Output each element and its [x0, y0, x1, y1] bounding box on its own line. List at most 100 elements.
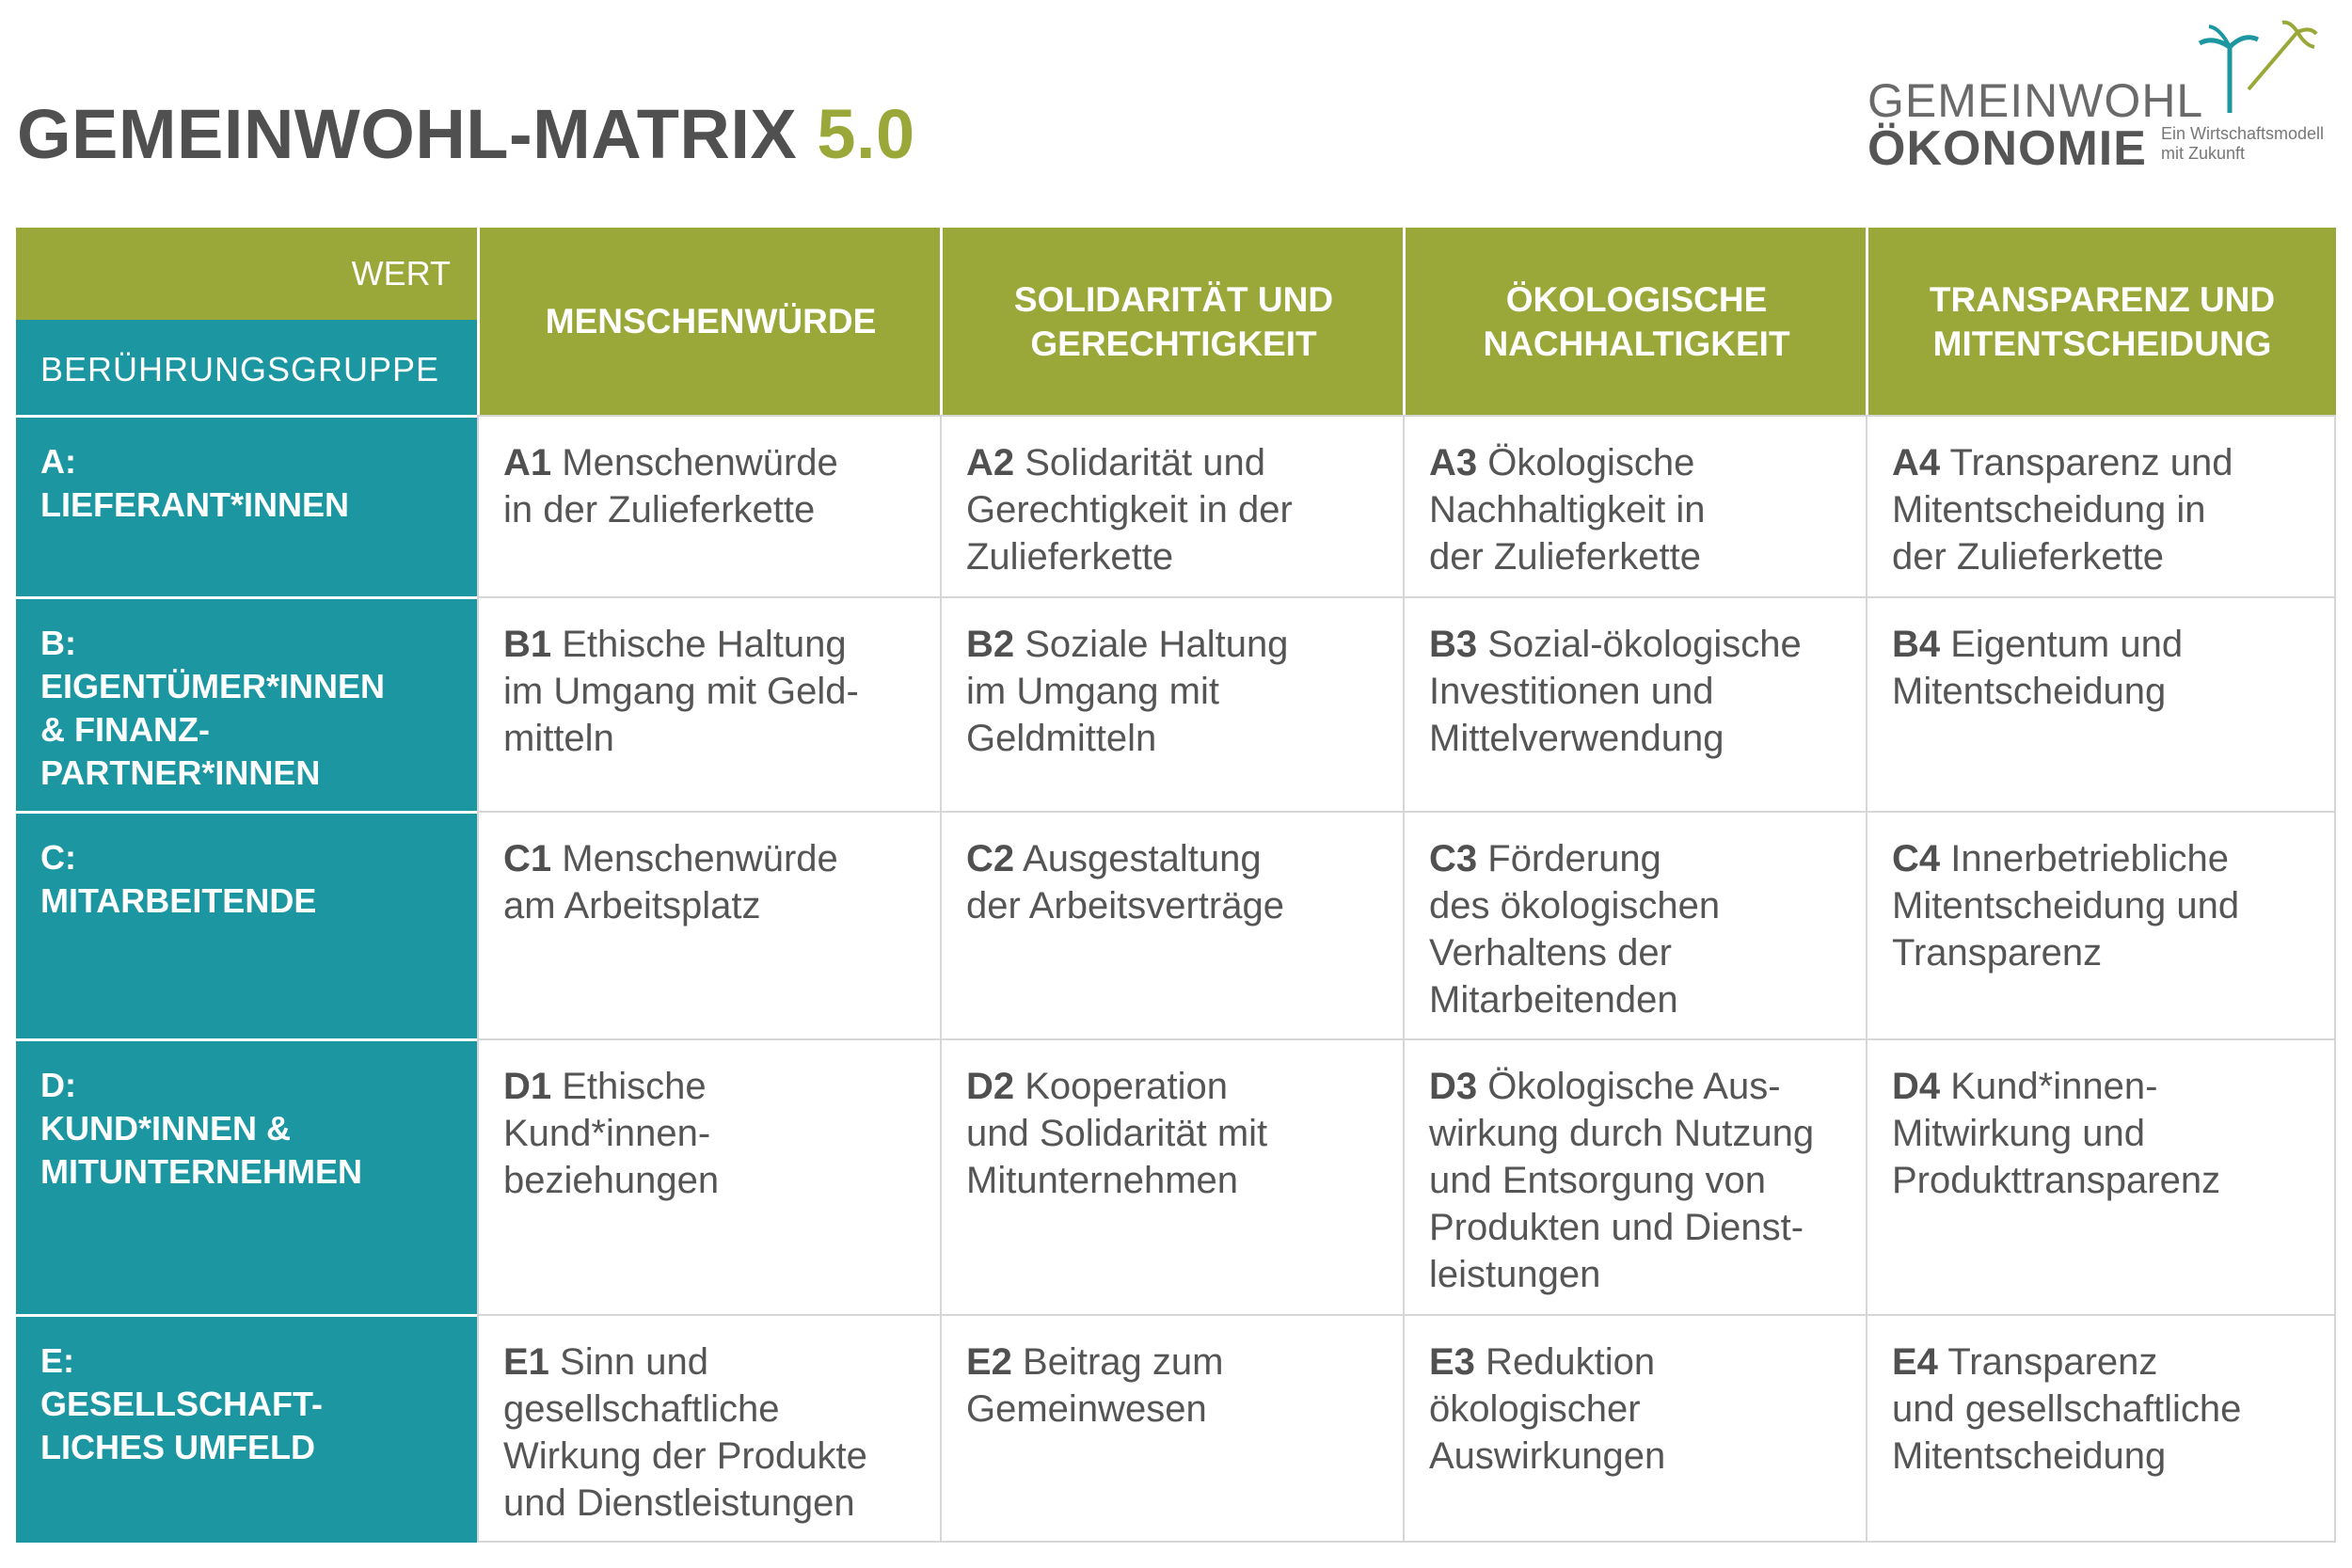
cell-text-line: leistungen: [1429, 1254, 1601, 1295]
cell-code: A1: [503, 442, 552, 483]
gwoe-logo: GEMEINWOHL ÖKONOMIE Ein Wirtschaftsmodel…: [1867, 19, 2338, 176]
matrix-cell-e4: E4 Transparenz und gesellschaftliche Miten…: [1866, 1314, 2336, 1543]
row-code: A:: [40, 442, 76, 481]
cell-code: A4: [1892, 442, 1941, 483]
cell-text-line: Gemeinwesen: [966, 1388, 1207, 1430]
cell-text-line: Gerechtigkeit in der: [966, 489, 1293, 531]
logo-line2: ÖKONOMIE: [1867, 121, 2147, 176]
title-version: 5.0: [817, 95, 915, 173]
cell-text-line: wirkung durch Nutzung: [1429, 1113, 1815, 1154]
header-value-text: SOLIDARITÄT UND GERECHTIGKEIT: [1014, 277, 1333, 366]
cell-text-line: im Umgang mit Geld-: [503, 671, 859, 712]
row-label-line: MITUNTERNEHMEN: [40, 1152, 362, 1191]
row-label-line: EIGENTÜMER*INNEN: [40, 667, 386, 705]
cell-text-line: Zulieferkette: [966, 536, 1174, 578]
cell-text-line: der Zulieferkette: [1892, 536, 2165, 578]
header-value-text: TRANSPARENZ UND MITENTSCHEIDUNG: [1930, 277, 2275, 366]
matrix-cell-d3: D3 Ökologische Aus-wirkung durch Nutzung…: [1403, 1038, 1867, 1314]
cell-text-line: Sozial-ökologische: [1477, 624, 1802, 665]
cell-text-line: Mitarbeitenden: [1429, 979, 1678, 1021]
cell-code: A3: [1429, 442, 1478, 483]
matrix-cell-d4: D4 Kund*innen- Mitwirkung und Produkttrans…: [1866, 1038, 2336, 1314]
cell-text-line: in der Zulieferkette: [503, 489, 816, 531]
row-label-line: & FINANZ-: [40, 710, 210, 749]
row-code: C:: [40, 838, 76, 877]
matrix-cell-c4: C4 Innerbetriebliche Mitentscheidung und T…: [1866, 811, 2336, 1038]
matrix-cell-e1: E1 Sinn und gesellschaftliche Wirkung der …: [477, 1314, 942, 1543]
gemeinwohl-matrix: WERT BERÜHRUNGSGRUPPE MENSCHENWÜRDE SOLID…: [16, 228, 2336, 1543]
cell-text-line: Sinn und: [548, 1341, 708, 1383]
logo-tagline2: mit Zukunft: [2161, 144, 2246, 163]
matrix-cell-a3: A3 Ökologische Nachhaltigkeit in der Zulie…: [1403, 415, 1867, 596]
matrix-cell-e2: E2 Beitrag zum Gemeinwesen: [940, 1314, 1405, 1543]
cell-text-line: Kund*innen-: [503, 1113, 711, 1154]
matrix-cell-b3: B3 Sozial-ökologische Investitionen und Mi…: [1403, 596, 1867, 811]
cell-code: C2: [966, 838, 1015, 879]
row-label-line: KUND*INNEN &: [40, 1109, 292, 1148]
cell-text-line: Mitwirkung und: [1892, 1113, 2146, 1154]
cell-text-line: Transparenz und: [1940, 442, 2233, 483]
cell-code: B2: [966, 624, 1015, 665]
header-value-line1: ÖKOLOGISCHE: [1505, 279, 1768, 319]
cell-text-line: Ethische: [551, 1066, 707, 1107]
cell-text-line: Kund*innen-: [1940, 1066, 2158, 1107]
cell-text-line: am Arbeitsplatz: [503, 885, 761, 927]
cell-text-line: und gesellschaftliche: [1892, 1388, 2242, 1430]
logo-line1: GEMEINWOHL: [1867, 74, 2204, 127]
cell-code: C3: [1429, 838, 1478, 879]
cell-text-line: Ethische Haltung: [551, 624, 847, 665]
cell-text-line: Transparenz: [1937, 1341, 2158, 1383]
cell-text-line: Ausgestaltung: [1014, 838, 1262, 879]
cell-text-line: Eigentum und: [1940, 624, 2184, 665]
cell-text-line: der Arbeitsverträge: [966, 885, 1284, 927]
header-value-2: SOLIDARITÄT UND GERECHTIGKEIT: [940, 228, 1405, 415]
cell-code: E3: [1429, 1341, 1475, 1383]
page-title: GEMEINWOHL-MATRIX 5.0: [17, 94, 915, 174]
cell-text-line: ökologischer: [1429, 1388, 1641, 1430]
cell-text-line: Auswirkungen: [1429, 1435, 1666, 1477]
header-wert: WERT: [16, 228, 477, 320]
cell-text-line: Mitentscheidung: [1892, 1435, 2167, 1477]
row-header-a: A: LIEFERANT*INNEN: [16, 415, 477, 596]
cell-code: B3: [1429, 624, 1478, 665]
header-value-line2: GERECHTIGKEIT: [1030, 324, 1317, 363]
cell-text-line: Menschenwürde: [551, 442, 838, 483]
cell-text-line: Wirkung der Produkte: [503, 1435, 867, 1477]
cell-text-line: Mitunternehmen: [966, 1160, 1239, 1201]
cell-code: C4: [1892, 838, 1941, 879]
header-value-line2: MITENTSCHEIDUNG: [1932, 324, 2272, 363]
cell-text-line: Mitentscheidung in: [1892, 489, 2206, 531]
cell-text-line: Ökologische: [1477, 442, 1695, 483]
cell-code: C1: [503, 838, 552, 879]
matrix-cell-c3: C3 Förderung des ökologischen Verhaltens d…: [1403, 811, 1867, 1038]
cell-text-line: und Dienstleistungen: [503, 1482, 855, 1524]
cell-code: E2: [966, 1341, 1012, 1383]
row-label-line: GESELLSCHAFT-: [40, 1385, 324, 1423]
cell-code: B4: [1892, 624, 1941, 665]
cell-text-line: Förderung: [1477, 838, 1661, 879]
cell-text-line: Mitentscheidung und: [1892, 885, 2240, 927]
cell-text-line: Solidarität und: [1014, 442, 1265, 483]
cell-text-line: Verhaltens der: [1429, 932, 1672, 974]
row-header-e: E: GESELLSCHAFT- LICHES UMFELD: [16, 1314, 477, 1543]
matrix-cell-b2: B2 Soziale Haltung im Umgang mit Geldmitte…: [940, 596, 1405, 811]
cell-text-line: mitteln: [503, 718, 614, 759]
cell-text-line: Soziale Haltung: [1014, 624, 1289, 665]
matrix-cell-a4: A4 Transparenz und Mitentscheidung in der …: [1866, 415, 2336, 596]
cell-text-line: Mitentscheidung: [1892, 671, 2167, 712]
logo-tagline: Ein Wirtschaftsmodell mit Zukunft: [2161, 124, 2324, 164]
header-value-line2: NACHHALTIGKEIT: [1483, 324, 1790, 363]
cell-text-line: Menschenwürde: [551, 838, 838, 879]
header-value-line1: SOLIDARITÄT UND: [1013, 279, 1334, 319]
header-value-text: MENSCHENWÜRDE: [546, 299, 877, 343]
cell-text-line: Produkten und Dienst-: [1429, 1207, 1804, 1248]
palm-tree-icon: [2198, 20, 2318, 113]
cell-text-line: beziehungen: [503, 1160, 720, 1201]
matrix-cell-d2: D2 Kooperation und Solidarität mit Mitunte…: [940, 1038, 1405, 1314]
matrix-cell-a1: A1 Menschenwürde in der Zulieferkette: [477, 415, 942, 596]
header-value-line1: TRANSPARENZ UND: [1929, 279, 2276, 319]
row-header-c: C: MITARBEITENDE: [16, 811, 477, 1038]
cell-text-line: Transparenz: [1892, 932, 2103, 974]
matrix-cell-c1: C1 Menschenwürde am Arbeitsplatz: [477, 811, 942, 1038]
cell-text-line: Ökologische Aus-: [1477, 1066, 1781, 1107]
